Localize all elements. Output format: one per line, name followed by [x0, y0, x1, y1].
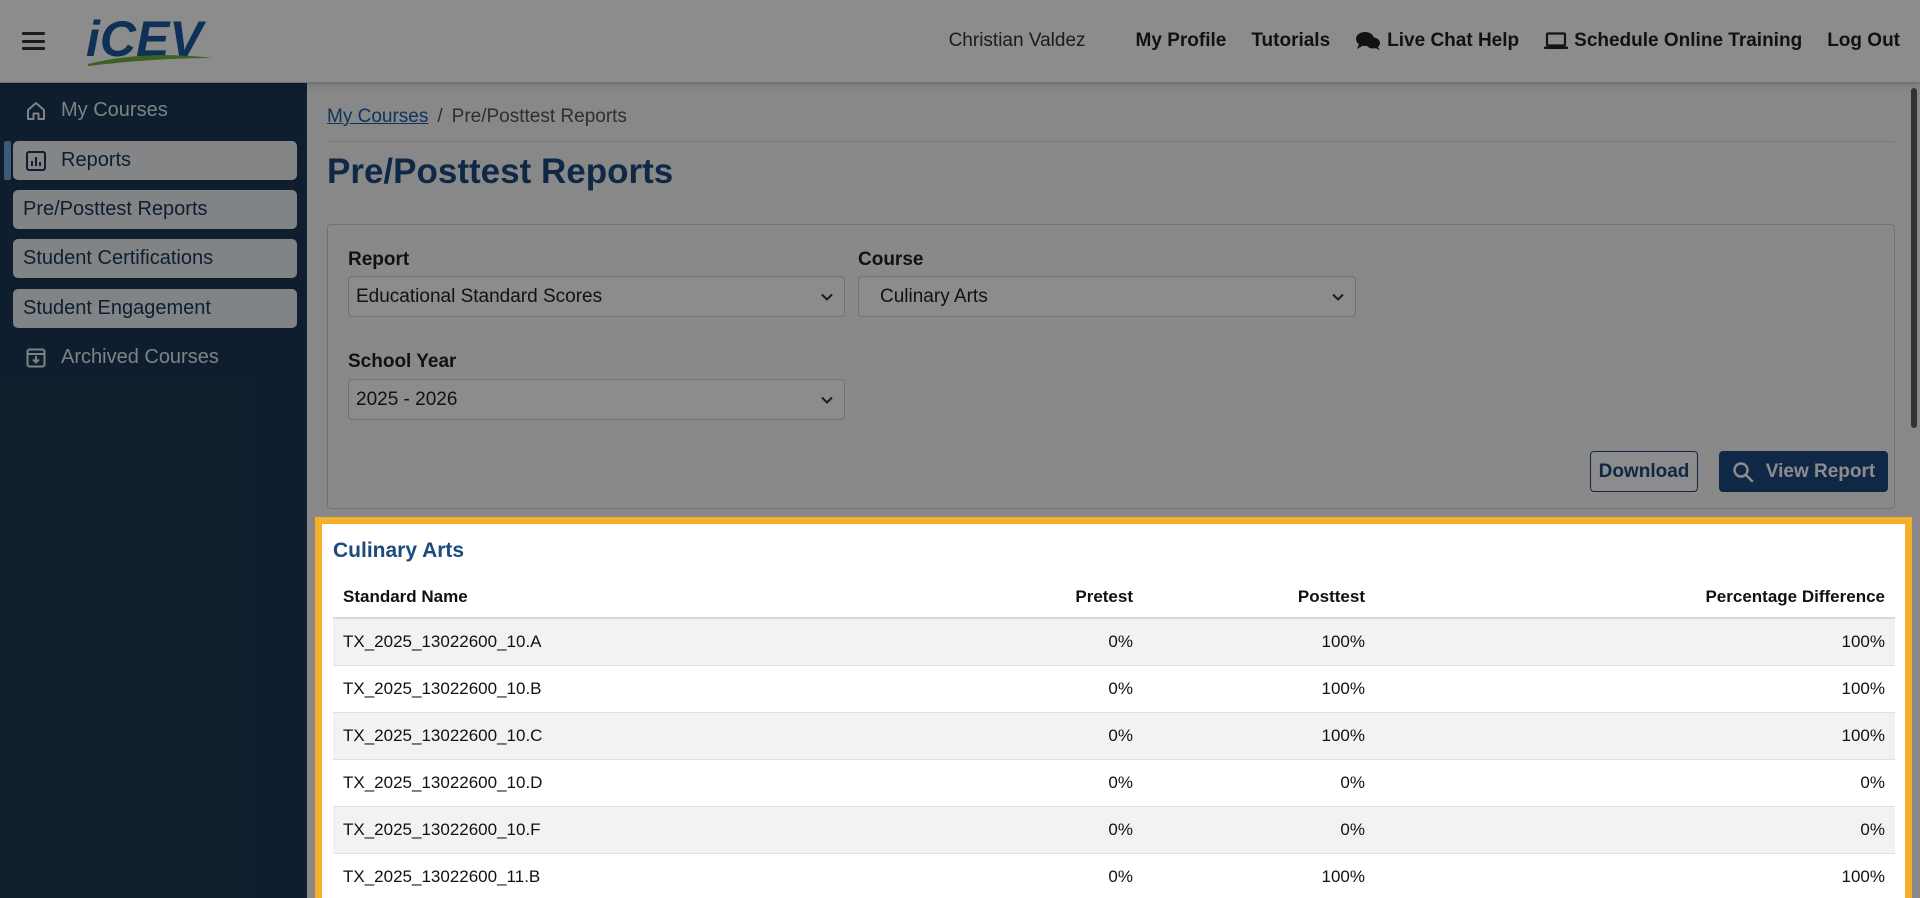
- report-filter-panel: Report Educational Standard Scores Cours…: [327, 224, 1895, 509]
- breadcrumb-separator: /: [437, 106, 443, 127]
- view-report-button[interactable]: View Report: [1719, 451, 1888, 492]
- cell-posttest: 0%: [1143, 806, 1375, 854]
- table-row: TX_2025_13022600_10.B 0% 100% 100%: [333, 665, 1895, 713]
- cell-pretest: 0%: [933, 618, 1143, 666]
- cell-standard-name: TX_2025_13022600_10.C: [333, 712, 933, 760]
- search-icon: [1733, 461, 1754, 482]
- cell-posttest: 100%: [1143, 618, 1375, 666]
- course-field-label: Course: [858, 249, 924, 270]
- live-chat-help-label: Live Chat Help: [1387, 30, 1520, 51]
- sidebar-item-label: My Courses: [61, 99, 168, 121]
- download-button-label: Download: [1598, 460, 1690, 482]
- column-header-standard-name[interactable]: Standard Name: [333, 577, 933, 619]
- table-row: TX_2025_13022600_10.A 0% 100% 100%: [333, 618, 1895, 666]
- sidebar-item-pre-posttest-reports[interactable]: Pre/Posttest Reports: [13, 190, 297, 229]
- chat-bubbles-icon: [1356, 32, 1381, 50]
- laptop-icon: [1544, 32, 1569, 49]
- cell-percentage-difference: 100%: [1375, 618, 1895, 666]
- sidebar-item-label: Reports: [61, 149, 132, 171]
- table-row: TX_2025_13022600_11.B 0% 100% 100%: [333, 853, 1895, 898]
- report-select-value: Educational Standard Scores: [356, 285, 603, 307]
- course-select[interactable]: Culinary Arts: [858, 276, 1356, 317]
- chart-icon: [25, 150, 47, 172]
- cell-posttest: 100%: [1143, 712, 1375, 760]
- sidebar-item-label: Pre/Posttest Reports: [23, 198, 208, 220]
- report-select[interactable]: Educational Standard Scores: [348, 276, 845, 317]
- breadcrumb-current: Pre/Posttest Reports: [451, 106, 627, 127]
- sidebar-item-student-engagement[interactable]: Student Engagement: [13, 289, 297, 328]
- cell-standard-name: TX_2025_13022600_11.B: [333, 853, 933, 898]
- cell-pretest: 0%: [933, 665, 1143, 713]
- results-course-title: Culinary Arts: [333, 539, 465, 562]
- tutorials-link[interactable]: Tutorials: [1251, 30, 1330, 52]
- page-title: Pre/Posttest Reports: [327, 152, 674, 191]
- icev-logo[interactable]: iCEV: [84, 11, 216, 68]
- breadcrumb-my-courses-link[interactable]: My Courses: [327, 106, 429, 127]
- my-profile-label: My Profile: [1135, 30, 1227, 51]
- hamburger-menu-icon[interactable]: [22, 32, 45, 50]
- standards-table: Standard Name Pretest Posttest Percentag…: [333, 577, 1895, 898]
- sidebar: My Courses Reports Pre/Posttest Reports …: [0, 82, 307, 898]
- cell-percentage-difference: 100%: [1375, 665, 1895, 713]
- my-profile-link[interactable]: My Profile: [1136, 30, 1227, 52]
- cell-pretest: 0%: [933, 853, 1143, 898]
- page-scrollbar[interactable]: [1911, 88, 1917, 428]
- sidebar-item-student-certifications[interactable]: Student Certifications: [13, 239, 297, 278]
- view-report-button-label: View Report: [1765, 460, 1876, 482]
- main-content: My Courses / Pre/Posttest Reports Pre/Post…: [307, 82, 1920, 898]
- top-bar: iCEV Christian Valdez My Profile Tutoria…: [0, 0, 1920, 83]
- breadcrumb: My Courses / Pre/Posttest Reports: [327, 106, 627, 128]
- cell-standard-name: TX_2025_13022600_10.F: [333, 806, 933, 854]
- divider: [327, 141, 1895, 142]
- cell-posttest: 100%: [1143, 665, 1375, 713]
- sidebar-item-label: Student Certifications: [23, 247, 214, 269]
- sidebar-item-reports[interactable]: Reports: [4, 141, 297, 180]
- schedule-online-training-link[interactable]: Schedule Online Training: [1544, 30, 1802, 52]
- sidebar-item-label: Archived Courses: [61, 346, 219, 368]
- chevron-down-icon: [821, 293, 833, 301]
- school-year-field-label: School Year: [348, 351, 457, 372]
- column-header-pretest[interactable]: Pretest: [933, 577, 1143, 619]
- log-out-label: Log Out: [1827, 30, 1900, 51]
- sidebar-item-archived-courses[interactable]: Archived Courses: [13, 338, 297, 377]
- column-header-percentage-difference[interactable]: Percentage Difference: [1375, 577, 1895, 619]
- cell-percentage-difference: 0%: [1375, 759, 1895, 807]
- cell-standard-name: TX_2025_13022600_10.B: [333, 665, 933, 713]
- cell-standard-name: TX_2025_13022600_10.D: [333, 759, 933, 807]
- table-header-row: Standard Name Pretest Posttest Percentag…: [333, 577, 1895, 619]
- cell-percentage-difference: 100%: [1375, 712, 1895, 760]
- cell-percentage-difference: 100%: [1375, 853, 1895, 898]
- table-row: TX_2025_13022600_10.F 0% 0% 0%: [333, 806, 1895, 854]
- live-chat-help-link[interactable]: Live Chat Help: [1355, 30, 1519, 52]
- cell-percentage-difference: 0%: [1375, 806, 1895, 854]
- report-field-label: Report: [348, 249, 410, 270]
- sidebar-item-label: Student Engagement: [23, 297, 211, 319]
- log-out-link[interactable]: Log Out: [1827, 30, 1900, 52]
- tutorials-label: Tutorials: [1251, 30, 1331, 51]
- logo-swoosh: [88, 55, 212, 66]
- cell-standard-name: TX_2025_13022600_10.A: [333, 618, 933, 666]
- top-nav: Christian Valdez My Profile Tutorials Li…: [949, 0, 1900, 82]
- schedule-online-training-label: Schedule Online Training: [1574, 30, 1803, 51]
- cell-pretest: 0%: [933, 759, 1143, 807]
- home-icon: [25, 100, 47, 122]
- cell-posttest: 100%: [1143, 853, 1375, 898]
- archive-icon: [25, 347, 47, 369]
- user-name: Christian Valdez: [948, 30, 1086, 51]
- sidebar-item-my-courses[interactable]: My Courses: [13, 91, 297, 130]
- school-year-select-value: 2025 - 2026: [356, 388, 458, 410]
- chevron-down-icon: [821, 396, 833, 404]
- table-row: TX_2025_13022600_10.D 0% 0% 0%: [333, 759, 1895, 807]
- report-results-panel: Culinary Arts Standard Name Pretest Post…: [315, 517, 1912, 898]
- chevron-down-icon: [1332, 293, 1344, 301]
- cell-pretest: 0%: [933, 712, 1143, 760]
- school-year-select[interactable]: 2025 - 2026: [348, 379, 845, 420]
- table-row: TX_2025_13022600_10.C 0% 100% 100%: [333, 712, 1895, 760]
- cell-pretest: 0%: [933, 806, 1143, 854]
- download-button[interactable]: Download: [1590, 451, 1698, 492]
- course-select-value: Culinary Arts: [880, 285, 988, 307]
- column-header-posttest[interactable]: Posttest: [1143, 577, 1375, 619]
- cell-posttest: 0%: [1143, 759, 1375, 807]
